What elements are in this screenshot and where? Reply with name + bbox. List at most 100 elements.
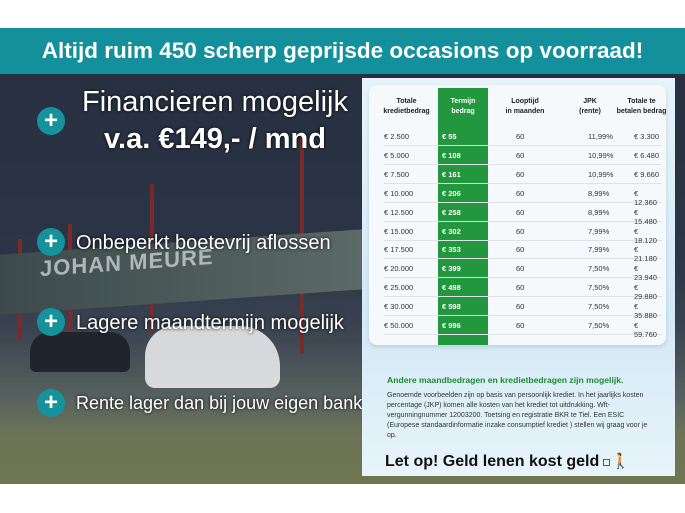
- table-row: € 5.000 € 108 60 10,99% € 6.480: [384, 146, 662, 165]
- table-cell: 10,99%: [588, 169, 614, 179]
- plus-icon: +: [37, 228, 65, 256]
- table-cell: 8,99%: [588, 188, 610, 198]
- note-text: Genoemde voorbeelden zijn op basis van p…: [387, 392, 648, 439]
- table-cell: € 161: [442, 169, 461, 179]
- table-cell: 7,99%: [588, 226, 610, 236]
- table-cell: € 17.500: [384, 245, 414, 255]
- car: [30, 332, 130, 372]
- column-header: JPK (rente): [569, 97, 611, 117]
- table-row: € 2.500 € 55 60 11,99% € 3.300: [384, 127, 662, 146]
- table-cell: 60: [516, 132, 525, 141]
- table-cell: € 5.000: [384, 150, 410, 160]
- table-cell: 7,50%: [588, 283, 610, 293]
- table-cell: € 23.940: [634, 264, 657, 283]
- table-cell: € 15.000: [384, 226, 414, 236]
- table-cell: 60: [516, 207, 525, 217]
- table-cell: € 996: [442, 321, 461, 330]
- header-line: Termijn: [450, 98, 476, 105]
- financing-table: Totale kredietbedrag Termijn bedrag Looptijd…: [369, 85, 666, 345]
- table-cell: € 21.180: [634, 245, 657, 264]
- table-cell: € 598: [442, 302, 461, 312]
- table-cell: € 399: [442, 264, 461, 274]
- column-header: Totale te betalen bedrag: [614, 97, 669, 117]
- table-cell: € 20.000: [384, 264, 414, 274]
- table-cell: € 258: [442, 207, 461, 217]
- table-cell: € 302: [442, 226, 461, 236]
- column-header: Looptijd in maanden: [497, 97, 553, 117]
- table-cell: € 35.880: [634, 302, 657, 321]
- plus-icon: +: [37, 107, 65, 135]
- table-cell: 7,50%: [588, 321, 610, 330]
- table-cell: € 12.360: [634, 188, 657, 207]
- highlight-column: [438, 88, 488, 345]
- table-cell: € 59.760: [634, 321, 657, 339]
- table-cell: € 15.480: [634, 207, 657, 226]
- table-cell: € 50.000: [384, 321, 414, 330]
- plus-icon: +: [37, 389, 65, 417]
- table-cell: 7,50%: [588, 302, 610, 312]
- table-cell: 60: [516, 302, 525, 312]
- table-cell: € 18.120: [634, 226, 657, 245]
- table-cell: 7,99%: [588, 245, 610, 255]
- table-cell: € 30.000: [384, 302, 414, 312]
- table-cell: € 55: [442, 132, 457, 141]
- table-row: € 12.500 € 258 60 8,99% € 15.480: [384, 203, 662, 226]
- table-row: € 10.000 € 206 60 8,99% € 12.360: [384, 184, 662, 207]
- table-cell: 10,99%: [588, 150, 614, 160]
- table-cell: 60: [516, 245, 525, 255]
- header-line: in maanden: [505, 108, 545, 115]
- table-cell: € 3.300: [634, 132, 660, 141]
- table-row: € 25.000 € 498 60 7,50% € 29.880: [384, 278, 662, 301]
- financing-price: v.a. €149,- / mnd: [104, 123, 326, 155]
- header-line: Totale: [396, 98, 417, 105]
- table-cell: € 29.880: [634, 283, 657, 302]
- header-line: Looptijd: [511, 98, 539, 105]
- table-row: € 15.000 € 302 60 7,99% € 18.120: [384, 222, 662, 245]
- table-cell: 60: [516, 264, 525, 274]
- table-cell: 60: [516, 283, 525, 293]
- table-cell: € 206: [442, 188, 461, 198]
- money-icon: [603, 459, 611, 466]
- table-cell: 11,99%: [588, 132, 613, 141]
- table-cell: € 10.000: [384, 188, 414, 198]
- table-row: € 7.500 € 161 60 10,99% € 9.660: [384, 165, 662, 184]
- table-cell: 8,99%: [588, 207, 610, 217]
- walking-man-icon: 🚶: [611, 453, 630, 470]
- bullet-text: Lagere maandtermijn mogelijk: [76, 312, 344, 334]
- table-cell: € 2.500: [384, 132, 410, 141]
- table-row: € 17.500 € 353 60 7,99% € 21.180: [384, 240, 662, 263]
- table-row: € 30.000 € 598 60 7,50% € 35.880: [384, 297, 662, 320]
- header-line: Totale te: [627, 98, 656, 105]
- table-cell: 60: [516, 150, 525, 160]
- table-cell: 60: [516, 188, 525, 198]
- header-line: kredietbedrag: [383, 108, 430, 115]
- plus-icon: +: [37, 308, 65, 336]
- table-cell: € 12.500: [384, 207, 414, 217]
- table-cell: € 6.480: [634, 150, 660, 160]
- table-cell: 60: [516, 169, 525, 179]
- bullet-text: Onbeperkt boetevrij aflossen: [76, 232, 331, 254]
- table-cell: € 498: [442, 283, 461, 293]
- column-header: Totale kredietbedrag: [376, 97, 437, 117]
- header-line: JPK: [583, 98, 597, 105]
- table-cell: € 108: [442, 150, 461, 160]
- table-cell: € 25.000: [384, 283, 414, 293]
- warning-label: Let op! Geld lenen kost geld: [385, 453, 600, 470]
- table-cell: 7,50%: [588, 264, 610, 274]
- header-line: betalen bedrag: [616, 108, 667, 115]
- bullet-text: Rente lager dan bij jouw eigen bank: [76, 393, 363, 413]
- car: [145, 326, 280, 388]
- column-header: Termijn bedrag: [438, 97, 488, 117]
- table-cell: 60: [516, 321, 525, 330]
- warning-text: Let op! Geld lenen kost geld 🚶: [385, 452, 630, 471]
- table-cell: 60: [516, 226, 525, 236]
- header-line: bedrag: [451, 108, 475, 115]
- table-row: € 50.000 € 996 60 7,50% € 59.760: [384, 316, 662, 339]
- table-cell: € 9.660: [634, 169, 660, 179]
- financing-headline: Financieren mogelijk: [82, 86, 348, 118]
- table-cell: € 353: [442, 245, 461, 255]
- table-cell: € 7.500: [384, 169, 410, 179]
- banner-title: Altijd ruim 450 scherp geprijsde occasio…: [41, 38, 644, 63]
- top-banner: Altijd ruim 450 scherp geprijsde occasio…: [0, 28, 685, 74]
- note-heading: Andere maandbedragen en kredietbedragen …: [387, 375, 624, 385]
